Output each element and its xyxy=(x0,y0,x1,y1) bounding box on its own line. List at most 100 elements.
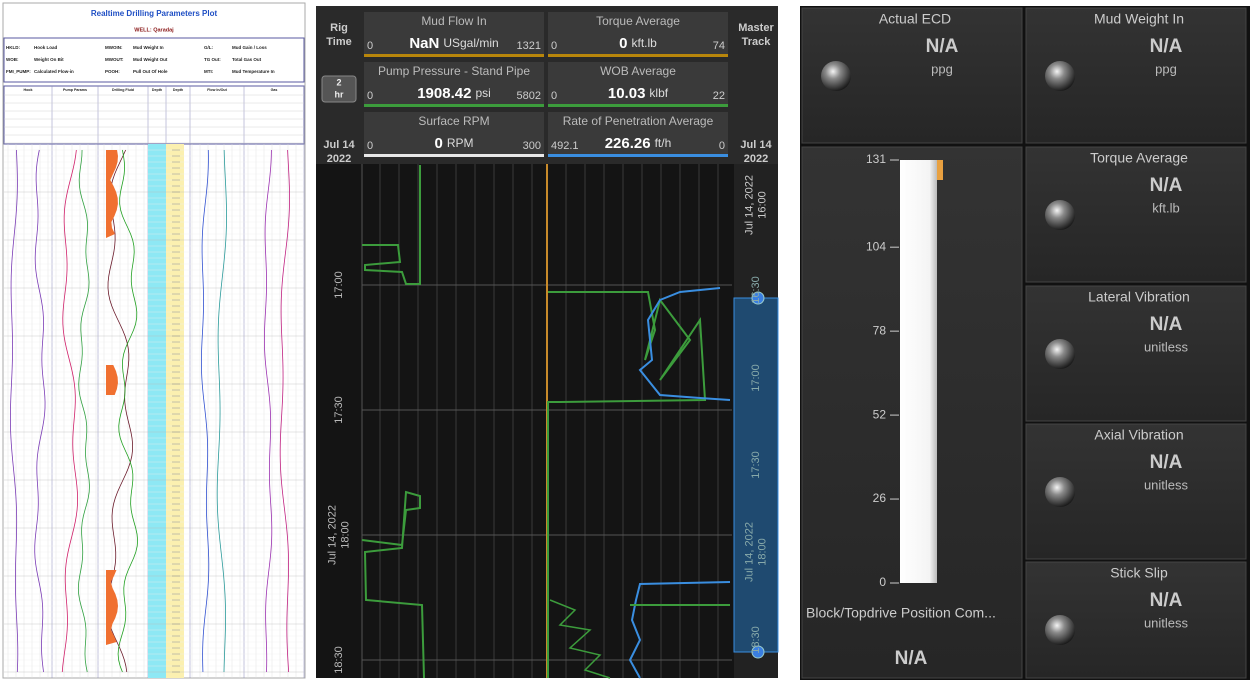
gauge-bar xyxy=(548,104,728,107)
tile-value: N/A xyxy=(1150,452,1183,473)
gauge-reading: NaN USgal/min xyxy=(409,35,498,52)
status-light xyxy=(1045,200,1075,230)
tile-value: N/A xyxy=(1150,314,1183,335)
scale-label: 52 xyxy=(873,407,887,421)
time-label: Jul 14, 2022 xyxy=(326,505,338,565)
gauge-bg xyxy=(548,112,728,156)
legend-desc: Mud Weight In xyxy=(133,45,164,50)
window-handle[interactable] xyxy=(751,645,765,659)
wob-curve xyxy=(547,291,707,678)
status-light xyxy=(1045,477,1075,507)
track-label: 16:00 xyxy=(756,191,768,219)
time-label: 17:00 xyxy=(333,271,345,299)
track-label: Jul 14, 2022 xyxy=(743,522,755,582)
gauge-unit: RPM xyxy=(447,136,474,150)
legend-desc: Mud Gain / Loss xyxy=(232,45,267,50)
log-curve xyxy=(9,149,19,673)
track-label: 18:00 xyxy=(756,538,768,566)
track-label: 18:30 xyxy=(750,626,762,654)
status-light xyxy=(821,61,851,91)
tile-value: N/A xyxy=(1150,36,1183,57)
tile-unit: unitless xyxy=(1144,339,1189,354)
legend-desc: Mud Weight Out xyxy=(133,57,168,62)
gauge-max: 74 xyxy=(713,40,725,52)
tile-value: N/A xyxy=(1150,175,1183,196)
log-curve xyxy=(200,149,210,673)
gauge-unit: ft/h xyxy=(655,136,672,150)
time-label: 17:30 xyxy=(333,396,345,424)
tile-name: Actual ECD xyxy=(879,11,951,27)
tile xyxy=(1025,423,1247,560)
tile-name: Mud Weight In xyxy=(1094,11,1184,27)
rig-time-header: Rig xyxy=(330,22,348,34)
status-light xyxy=(1045,615,1075,645)
track-label: Jul 14, 2022 xyxy=(743,175,755,235)
legend-key: MTI: xyxy=(204,69,214,74)
rop-curve-2 xyxy=(628,581,731,679)
depth-track xyxy=(148,144,166,678)
gauge-bar xyxy=(364,104,544,107)
rig-time-header: Time xyxy=(326,36,351,48)
gauge-name: Rate of Penetration Average xyxy=(563,114,714,128)
gauge-value: NaN xyxy=(409,35,439,52)
gauge-reading: 226.26 ft/h xyxy=(605,135,672,152)
tile xyxy=(1025,561,1247,679)
legend-key: HKLD: xyxy=(6,45,20,50)
column-header: Hook xyxy=(24,88,33,92)
gauge-value: 0 xyxy=(619,35,627,52)
gauge-bar xyxy=(364,54,544,57)
legend-box xyxy=(3,37,305,83)
column-header: Depth xyxy=(152,88,162,92)
log-curve xyxy=(279,149,290,673)
gauge-max: 5802 xyxy=(517,90,541,102)
block-value: N/A xyxy=(895,648,928,669)
gauge-min: 0 xyxy=(367,90,373,102)
time-label: 18:30 xyxy=(333,646,345,674)
scale-label: 104 xyxy=(866,239,886,253)
dashboard-panel: Actual ECD N/A ppg Mud Weight In N/A ppg Torqu… xyxy=(800,6,1250,680)
gauge-value: 226.26 xyxy=(605,135,651,152)
scale-label: 78 xyxy=(873,323,887,337)
pressure-curve xyxy=(362,165,421,285)
tile-name: Stick Slip xyxy=(1110,565,1168,581)
scale-label: 131 xyxy=(866,152,886,166)
log-fill xyxy=(106,570,118,645)
depth-track-2 xyxy=(166,144,184,678)
window-handle[interactable] xyxy=(751,291,765,305)
gauge-min: 0 xyxy=(367,40,373,52)
log-curve xyxy=(216,149,227,673)
log-fill xyxy=(106,150,118,238)
legend-key: MWOIN: xyxy=(105,45,123,50)
legend-desc: Mud Temperature In xyxy=(232,69,275,74)
legend-desc: Total Gas Out xyxy=(232,57,262,62)
status-light xyxy=(1045,339,1075,369)
gauge-reading: 0 RPM xyxy=(434,135,473,152)
position-marker xyxy=(937,160,943,180)
gauge-min: 0 xyxy=(551,90,557,102)
gauge-name: WOB Average xyxy=(600,64,676,78)
gauge-bg xyxy=(548,12,728,56)
log-title: Realtime Drilling Parameters Plot xyxy=(91,9,218,18)
rop-curve xyxy=(638,287,731,401)
tile-name: Torque Average xyxy=(1090,150,1188,166)
rig-panel: Rig Time Master Track 2 hr Jul 14 2022 Jul 14 202… xyxy=(316,6,779,679)
scale-label: 26 xyxy=(873,491,887,505)
gauge-unit: klbf xyxy=(649,86,668,100)
position-bar xyxy=(900,160,937,583)
tile-unit: ppg xyxy=(931,61,953,76)
master-track-header: Track xyxy=(742,36,772,48)
gauge-name: Mud Flow In xyxy=(421,14,486,28)
range-button[interactable] xyxy=(321,75,357,103)
gauge-reading: 10.03 klbf xyxy=(608,85,669,102)
gauge-bg xyxy=(364,62,544,106)
tile-name: Axial Vibration xyxy=(1094,427,1183,443)
pressure-curve-2 xyxy=(361,490,425,679)
column-header: Drilling Fluid xyxy=(112,88,134,92)
legend-key: WOB: xyxy=(6,57,19,62)
legend-key: MWOUT: xyxy=(105,57,124,62)
gauge-value: 10.03 xyxy=(608,85,646,102)
time-label: 18:00 xyxy=(339,521,351,549)
master-track-header: Master xyxy=(738,22,774,34)
gauge-bg xyxy=(548,62,728,106)
